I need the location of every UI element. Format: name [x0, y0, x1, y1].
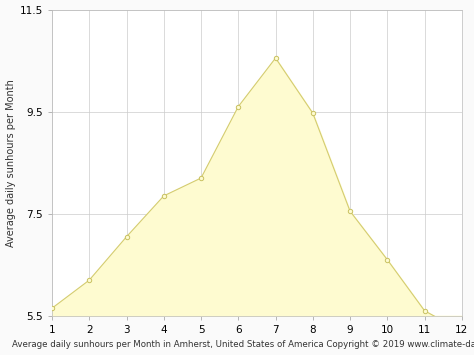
Point: [458, 328, 465, 334]
Point: [48, 305, 56, 311]
Point: [160, 193, 168, 199]
Y-axis label: Average daily sunhours per Month: Average daily sunhours per Month: [6, 79, 16, 247]
Point: [197, 175, 205, 181]
Point: [346, 208, 354, 214]
Point: [421, 308, 428, 313]
Point: [309, 110, 317, 116]
Point: [123, 234, 130, 240]
Point: [383, 257, 391, 263]
X-axis label: Average daily sunhours per Month in Amherst, United States of America Copyright : Average daily sunhours per Month in Amhe…: [12, 340, 474, 349]
Point: [235, 104, 242, 109]
Point: [272, 55, 279, 61]
Point: [85, 277, 93, 283]
